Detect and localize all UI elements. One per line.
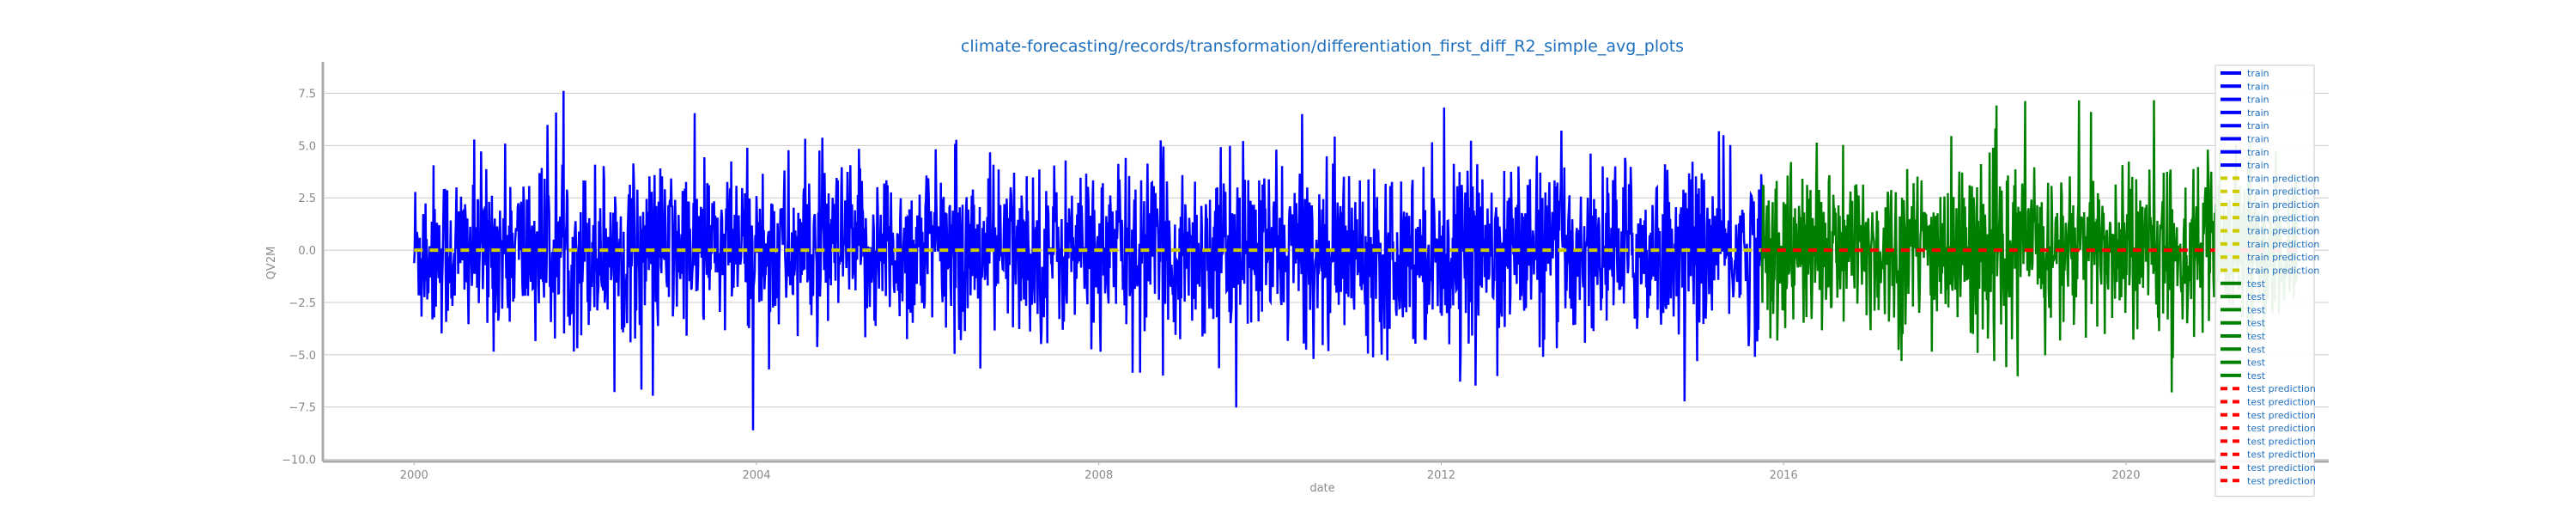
- legend-label: test prediction: [2247, 383, 2316, 394]
- x-axis-label: date: [1309, 482, 1334, 495]
- x-tick-label: 2004: [742, 469, 770, 482]
- y-tick-label: −2.5: [289, 297, 316, 310]
- legend-label: test prediction: [2247, 423, 2316, 434]
- y-tick-label: 0.0: [298, 245, 316, 258]
- axes: [321, 62, 2329, 463]
- series-line-train: [413, 90, 1764, 430]
- x-tick-label: 2008: [1084, 469, 1113, 482]
- legend-label: train: [2247, 107, 2269, 119]
- legend-label: train: [2247, 95, 2269, 106]
- legend-label: train prediction: [2247, 239, 2319, 250]
- x-tick-label: 2020: [2111, 469, 2140, 482]
- legend-label: train prediction: [2247, 199, 2319, 211]
- legend-label: test: [2247, 291, 2266, 302]
- legend-label: test: [2247, 318, 2266, 329]
- legend-label: train prediction: [2247, 212, 2319, 223]
- legend-label: test: [2247, 331, 2266, 342]
- x-tick-label: 2012: [1427, 469, 1455, 482]
- y-tick-label: −10.0: [282, 455, 316, 467]
- legend-label: test prediction: [2247, 462, 2316, 473]
- legend-label: test: [2247, 304, 2266, 315]
- legend-label: test prediction: [2247, 449, 2316, 461]
- legend-label: test prediction: [2247, 475, 2316, 486]
- legend-label: train prediction: [2247, 173, 2319, 184]
- legend-label: test: [2247, 357, 2266, 369]
- legend-label: train: [2247, 160, 2269, 171]
- legend: traintraintraintraintraintraintraintrain…: [2215, 64, 2319, 498]
- legend-label: train prediction: [2247, 186, 2319, 198]
- legend-label: train: [2247, 120, 2269, 131]
- legend-label: train prediction: [2247, 266, 2319, 277]
- y-tick-label: −5.0: [289, 350, 316, 363]
- legend-label: train: [2247, 81, 2269, 92]
- legend-label: test: [2247, 344, 2266, 355]
- legend-label: test prediction: [2247, 410, 2316, 421]
- legend-label: train prediction: [2247, 226, 2319, 237]
- tick-labels: 7.5 5.0 2.5 0.0 −2.5 −5.0 −7.5 −10.0 2000 2004 200…: [282, 89, 2140, 482]
- y-tick-label: 2.5: [298, 192, 316, 205]
- legend-label: train prediction: [2247, 252, 2319, 263]
- chart-title: climate-forecasting/records/transformati…: [961, 37, 1684, 56]
- y-tick-label: 7.5: [298, 89, 316, 101]
- x-tick-label: 2000: [400, 469, 428, 482]
- y-axis-label: QV2M: [265, 247, 278, 280]
- legend-label: test: [2247, 278, 2266, 290]
- legend-label: train: [2247, 147, 2269, 158]
- legend-label: test: [2247, 370, 2266, 382]
- y-tick-label: −7.5: [289, 402, 316, 415]
- x-tick-label: 2016: [1770, 469, 1798, 482]
- legend-label: test prediction: [2247, 397, 2316, 408]
- legend-label: train: [2247, 134, 2269, 145]
- legend-label: test prediction: [2247, 436, 2316, 447]
- legend-label: train: [2247, 68, 2269, 79]
- series-line-test: [1760, 100, 2299, 393]
- y-tick-label: 5.0: [298, 140, 316, 153]
- plot-area: [413, 90, 2299, 430]
